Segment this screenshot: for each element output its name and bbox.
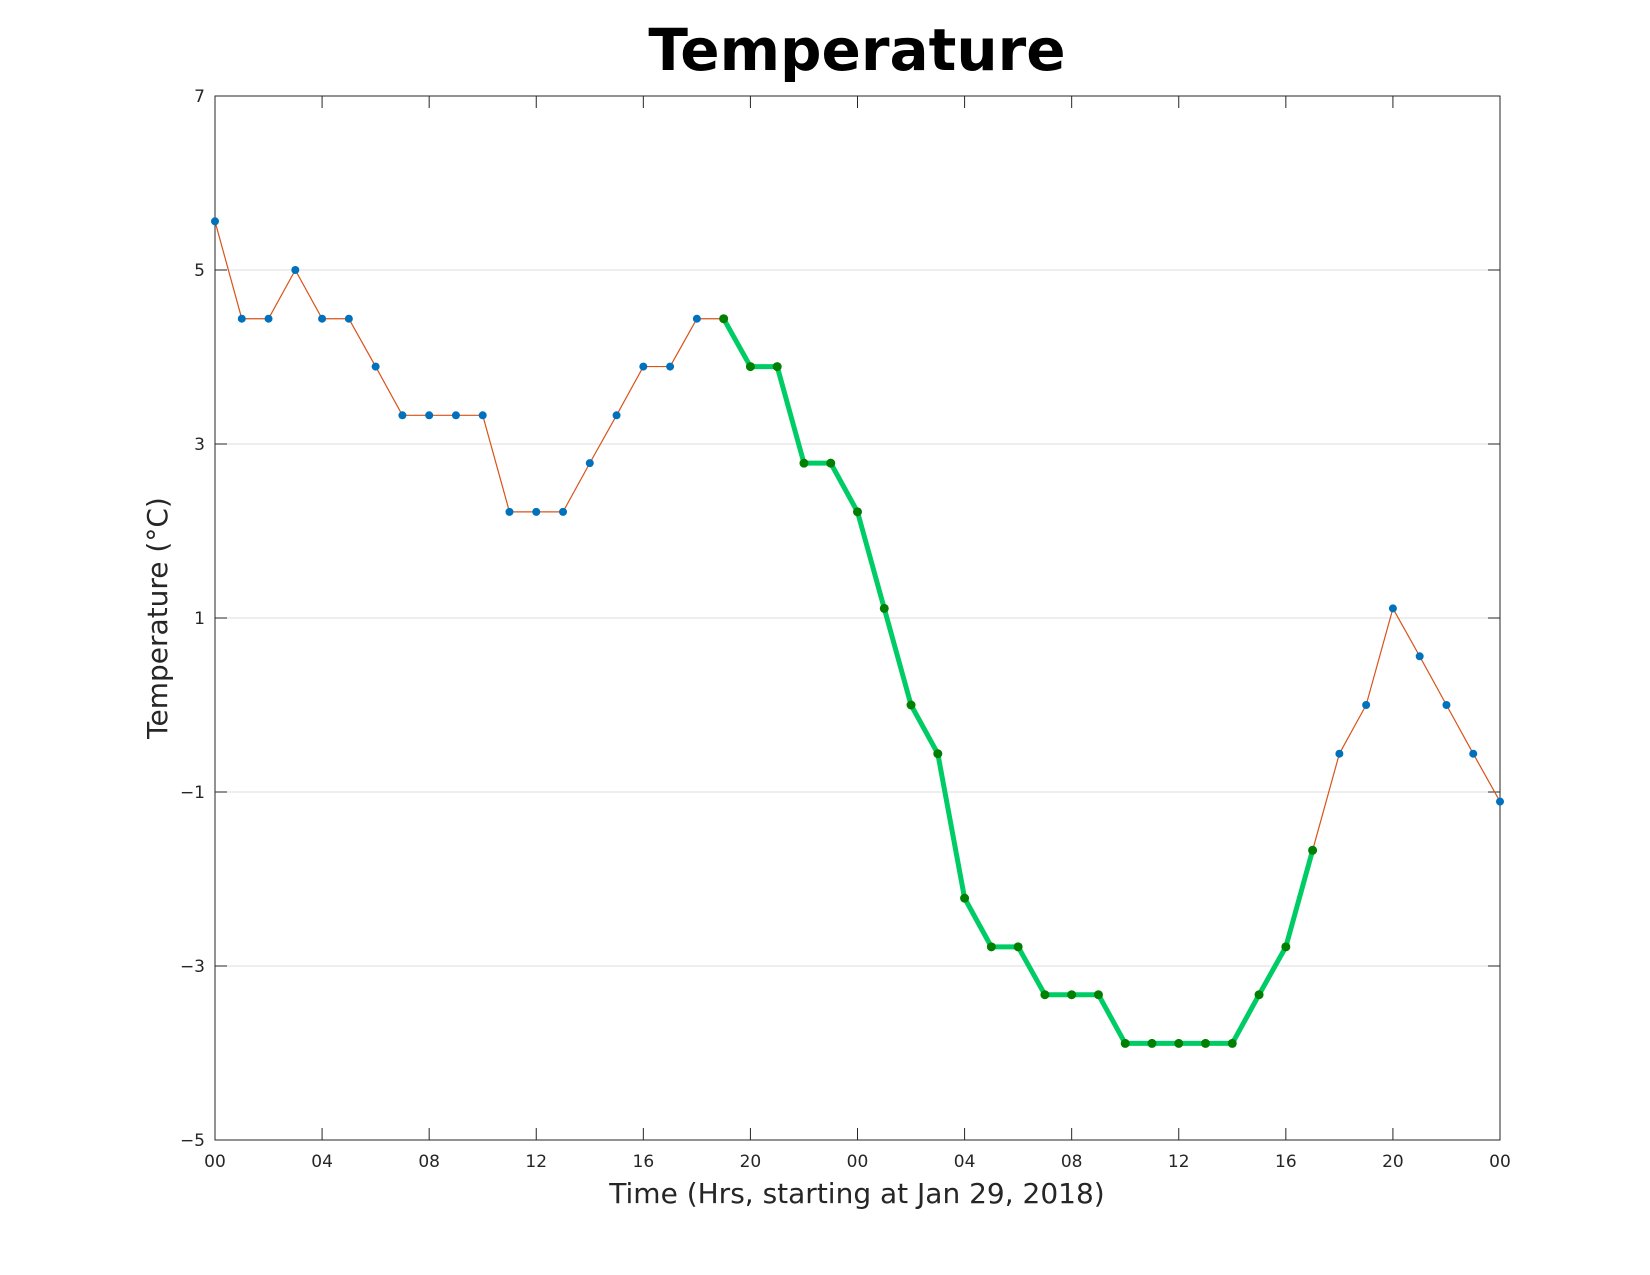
highlight-series-point (1281, 942, 1291, 952)
full-series-point (1388, 604, 1397, 613)
x-tick-label: 08 (1061, 1152, 1083, 1172)
full-series-point (371, 362, 380, 371)
full-series-point (1335, 749, 1344, 758)
highlight-series-point (879, 603, 889, 613)
y-tick-label: 7 (194, 87, 205, 107)
data-series (211, 217, 1504, 1048)
x-tick-label: 00 (1489, 1152, 1511, 1172)
full-series-point (318, 314, 327, 323)
full-series-point (666, 362, 675, 371)
full-series-point (532, 507, 541, 516)
highlight-series-point (1040, 990, 1050, 1000)
y-tick-label: −5 (180, 1131, 205, 1151)
y-tick-label: 5 (194, 261, 205, 281)
highlight-series-point (1201, 1038, 1211, 1048)
y-tick-label: −1 (180, 783, 205, 803)
x-tick-label: 12 (1168, 1152, 1190, 1172)
highlight-series-point (745, 362, 755, 372)
highlight-series-point (1120, 1038, 1130, 1048)
axis-ticks: −5 −3 −1 1 3 5 7 00 04 08 12 16 20 00 04 08 12 16 20 00 (180, 87, 1511, 1172)
full-series-point (1442, 701, 1451, 709)
highlight-series-point (1093, 990, 1103, 1000)
highlight-series-point (719, 314, 729, 324)
highlight-series-point (853, 507, 862, 517)
full-series-point (1469, 749, 1478, 758)
highlight-series-point (1067, 990, 1077, 1000)
full-series-point (291, 266, 300, 274)
highlight-series-point (906, 700, 916, 710)
x-tick-label: 00 (204, 1152, 226, 1172)
full-series-point (451, 411, 460, 420)
full-series-point (612, 411, 621, 420)
full-series-point (585, 459, 594, 468)
x-tick-label: 04 (954, 1152, 976, 1172)
highlight-series-point (960, 893, 970, 903)
highlight-series-point (933, 749, 943, 759)
highlight-series-line (721, 317, 1316, 1046)
highlight-series-point (986, 942, 996, 952)
full-series-point (211, 217, 219, 226)
full-series-point (425, 411, 434, 420)
highlight-series-point (1013, 942, 1023, 952)
x-tick-label: 16 (633, 1152, 655, 1172)
highlight-series-point (772, 362, 782, 372)
highlight-series-point (1174, 1038, 1184, 1048)
x-tick-label: 20 (740, 1152, 762, 1172)
highlight-series-point (1308, 845, 1318, 855)
highlight-series-point (826, 458, 836, 468)
chart-title: Temperature (648, 16, 1065, 84)
full-series-point (237, 314, 246, 323)
x-tick-label: 12 (525, 1152, 547, 1172)
x-tick-label: 08 (418, 1152, 440, 1172)
y-tick-label: 3 (194, 435, 205, 455)
highlight-series-point (1147, 1038, 1157, 1048)
full-series-point (1362, 701, 1371, 709)
x-tick-label: 00 (847, 1152, 869, 1172)
full-series-point (1496, 797, 1504, 806)
x-tick-label: 20 (1382, 1152, 1404, 1172)
highlight-series-point (799, 458, 809, 468)
x-tick-label: 16 (1275, 1152, 1297, 1172)
full-series-point (639, 362, 648, 371)
full-series-point (559, 507, 568, 516)
full-series-point (692, 314, 701, 323)
y-tick-label: −3 (180, 957, 205, 977)
x-axis-label: Time (Hrs, starting at Jan 29, 2018) (608, 1177, 1104, 1210)
full-series-point (505, 507, 514, 516)
full-series-point (1415, 652, 1424, 661)
y-tick-label: 1 (194, 609, 205, 629)
highlight-series-point (1227, 1038, 1237, 1048)
highlight-series-point (1254, 990, 1264, 1000)
full-series-line (214, 221, 1501, 1045)
y-axis-label: Temperature (°C) (141, 497, 174, 740)
full-series-point (344, 314, 353, 323)
full-series-point (478, 411, 487, 420)
full-series-point (398, 411, 407, 420)
full-series-point (264, 314, 273, 323)
x-tick-label: 04 (311, 1152, 333, 1172)
grid-lines (215, 269, 1500, 967)
